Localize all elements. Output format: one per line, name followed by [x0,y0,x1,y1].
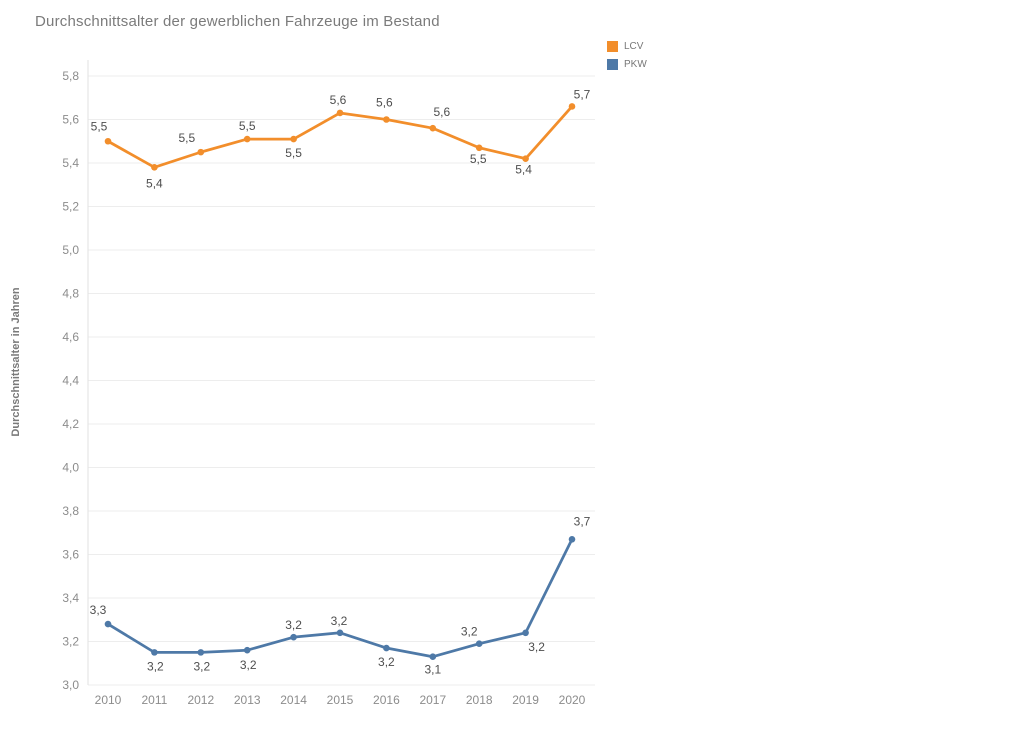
y-tick-label: 4,0 [62,461,79,475]
lcv-point-2018[interactable] [475,144,483,152]
x-tick-label: 2011 [141,693,167,707]
legend-label-lcv: LCV [624,41,644,52]
x-tick-label: 2016 [373,693,400,707]
x-tick-label: 2010 [95,693,122,707]
lcv-point-2010[interactable] [104,137,112,145]
y-tick-label: 4,8 [62,287,79,301]
pkw-data-label: 3,2 [147,659,164,673]
pkw-data-label: 3,2 [461,625,478,639]
lcv-point-2011[interactable] [151,164,158,171]
pkw-point-2010[interactable] [104,620,112,628]
lcv-point-2012[interactable] [197,148,205,156]
y-tick-label: 3,2 [62,635,79,649]
lcv-data-label: 5,6 [433,105,450,119]
pkw-point-2016[interactable] [383,644,390,652]
pkw-data-label: 3,7 [574,514,591,528]
x-tick-label: 2018 [466,693,493,707]
lcv-data-label: 5,5 [91,119,108,133]
legend-item-lcv[interactable]: LCV [607,41,647,52]
pkw-point-2020[interactable] [568,535,576,543]
lcv-data-label: 5,5 [178,131,195,145]
y-tick-label: 5,8 [62,69,79,83]
y-tick-label: 5,2 [62,200,79,214]
lcv-data-label: 5,4 [515,163,532,177]
lcv-data-label: 5,5 [239,119,256,133]
lcv-swatch-icon [607,41,618,52]
legend: LCV PKW [607,41,647,70]
lcv-point-2013[interactable] [243,135,251,143]
pkw-point-2018[interactable] [475,640,483,647]
pkw-point-2013[interactable] [243,646,251,654]
x-tick-label: 2012 [187,693,214,707]
legend-item-pkw[interactable]: PKW [607,59,647,70]
x-tick-label: 2015 [327,693,354,707]
y-tick-label: 3,8 [62,504,79,518]
pkw-data-label: 3,2 [331,614,348,628]
pkw-data-label: 3,2 [285,618,302,632]
lcv-data-label: 5,6 [376,96,393,110]
y-tick-label: 3,0 [62,678,79,692]
lcv-point-2015[interactable] [336,109,344,117]
y-tick-label: 4,2 [62,417,79,431]
pkw-point-2015[interactable] [336,629,344,637]
x-tick-label: 2014 [280,693,307,707]
pkw-swatch-icon [607,59,618,70]
lcv-data-label: 5,5 [285,146,302,160]
pkw-data-label: 3,1 [424,663,441,677]
pkw-point-2017[interactable] [429,653,437,661]
y-tick-label: 5,6 [62,113,79,127]
lcv-point-2016[interactable] [383,116,390,123]
pkw-data-label: 3,2 [193,659,210,673]
y-tick-label: 5,4 [62,156,79,170]
chart-title: Durchschnittsalter der gewerblichen Fahr… [35,13,440,30]
pkw-point-2011[interactable] [151,649,158,656]
lcv-data-label: 5,7 [574,87,591,101]
lcv-data-label: 5,4 [146,176,163,190]
x-tick-label: 2013 [234,693,261,707]
y-tick-label: 5,0 [62,243,79,257]
y-tick-label: 3,4 [62,591,79,605]
pkw-data-label: 3,2 [378,655,395,669]
x-tick-label: 2017 [419,693,446,707]
x-tick-label: 2019 [512,693,539,707]
lcv-point-2014[interactable] [290,135,297,143]
x-tick-label: 2020 [559,693,586,707]
lcv-point-2020[interactable] [568,103,576,110]
y-tick-label: 3,6 [62,548,79,562]
lcv-point-2017[interactable] [429,124,437,132]
pkw-data-label: 3,2 [240,658,257,672]
pkw-data-label: 3,3 [90,603,107,617]
lcv-data-label: 5,6 [330,93,347,107]
pkw-point-2019[interactable] [522,629,529,637]
pkw-point-2012[interactable] [197,649,205,656]
legend-label-pkw: PKW [624,59,647,70]
y-tick-label: 4,4 [62,374,79,388]
lcv-point-2019[interactable] [522,155,529,162]
lcv-data-label: 5,5 [470,152,487,166]
y-tick-label: 4,6 [62,330,79,344]
pkw-data-label: 3,2 [528,640,545,654]
pkw-point-2014[interactable] [290,633,297,641]
